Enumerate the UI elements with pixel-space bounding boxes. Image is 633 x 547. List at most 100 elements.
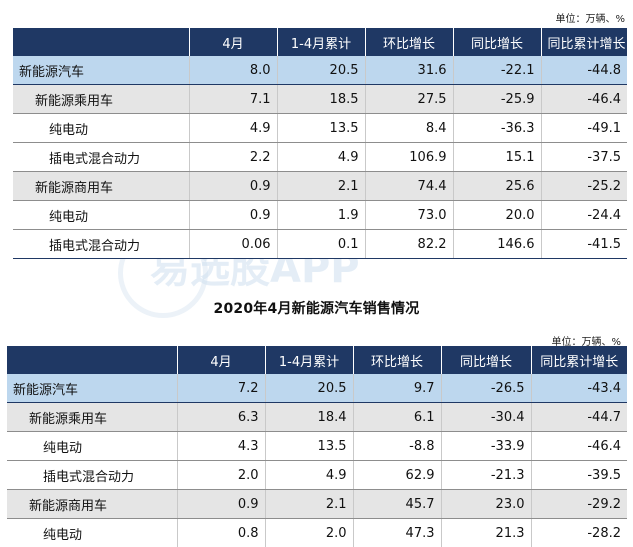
table-cell: 27.5	[365, 85, 453, 114]
table-cell: -39.5	[531, 461, 627, 490]
table-cell: 18.4	[265, 403, 353, 432]
header-cell: 1-4月累计	[277, 28, 365, 56]
header-cell: 同比累计增长	[541, 28, 627, 56]
table-cell: 106.9	[365, 143, 453, 172]
header-cell	[7, 346, 177, 374]
table-cell: 1.9	[277, 201, 365, 230]
table-cell: 45.7	[353, 490, 441, 519]
header-cell	[13, 28, 189, 56]
table-cell: 13.5	[277, 114, 365, 143]
row-label: 新能源汽车	[13, 56, 189, 85]
table-cell: -43.4	[531, 374, 627, 403]
header-cell: 环比增长	[353, 346, 441, 374]
table-cell: 9.7	[353, 374, 441, 403]
table-cell: 25.6	[453, 172, 541, 201]
table-cell: 2.1	[265, 490, 353, 519]
table-cell: 7.1	[189, 85, 277, 114]
row-label: 纯电动	[13, 114, 189, 143]
table-cell: -44.8	[541, 56, 627, 85]
table-cell: 0.8	[177, 519, 265, 547]
table-cell: -41.5	[541, 230, 627, 259]
table-cell: 18.5	[277, 85, 365, 114]
table-cell: -46.4	[541, 85, 627, 114]
table-cell: 82.2	[365, 230, 453, 259]
table-cell: -24.4	[541, 201, 627, 230]
header-cell: 4月	[177, 346, 265, 374]
table-header-row: 4月 1-4月累计 环比增长 同比增长 同比累计增长	[7, 346, 627, 374]
table-cell: 8.4	[365, 114, 453, 143]
header-cell: 环比增长	[365, 28, 453, 56]
table-cell: 4.9	[277, 143, 365, 172]
table-cell: 2.0	[265, 519, 353, 547]
table-cell: -26.5	[441, 374, 531, 403]
table-cell: 74.4	[365, 172, 453, 201]
header-cell: 1-4月累计	[265, 346, 353, 374]
table-cell: 0.9	[189, 201, 277, 230]
row-label: 新能源商用车	[7, 490, 177, 519]
table-cell: -49.1	[541, 114, 627, 143]
table-cell: 62.9	[353, 461, 441, 490]
table-cell: 20.5	[265, 374, 353, 403]
table-cell: -8.8	[353, 432, 441, 461]
row-label: 纯电动	[13, 201, 189, 230]
table-cell: -28.2	[531, 519, 627, 547]
header-cell: 同比增长	[441, 346, 531, 374]
table-cell: 31.6	[365, 56, 453, 85]
table-cell: -25.9	[453, 85, 541, 114]
table-cell: 47.3	[353, 519, 441, 547]
table-cell: -22.1	[453, 56, 541, 85]
table-cell: 4.9	[265, 461, 353, 490]
table-cell: -46.4	[531, 432, 627, 461]
unit-label-top: 单位：万辆、%	[555, 10, 625, 25]
table-cell: -33.9	[441, 432, 531, 461]
table-cell: 6.3	[177, 403, 265, 432]
table-cell: 0.1	[277, 230, 365, 259]
table-cell: 2.1	[277, 172, 365, 201]
table-cell: 4.9	[189, 114, 277, 143]
table-cell: 0.06	[189, 230, 277, 259]
row-label: 新能源商用车	[13, 172, 189, 201]
table-cell: 0.9	[189, 172, 277, 201]
table-cell: -44.7	[531, 403, 627, 432]
row-label: 插电式混合动力	[13, 143, 189, 172]
row-label: 新能源汽车	[7, 374, 177, 403]
table-cell: 0.9	[177, 490, 265, 519]
row-label: 纯电动	[7, 519, 177, 547]
row-label: 插电式混合动力	[13, 230, 189, 259]
table-cell: 20.5	[277, 56, 365, 85]
table-cell: 4.3	[177, 432, 265, 461]
table-cell: 146.6	[453, 230, 541, 259]
table-cell: 13.5	[265, 432, 353, 461]
row-label: 新能源乘用车	[7, 403, 177, 432]
table-cell: -36.3	[453, 114, 541, 143]
table-cell: 20.0	[453, 201, 541, 230]
table-cell: -21.3	[441, 461, 531, 490]
table-cell: -25.2	[541, 172, 627, 201]
row-label: 纯电动	[7, 432, 177, 461]
table-cell: 73.0	[365, 201, 453, 230]
row-label: 插电式混合动力	[7, 461, 177, 490]
table-cell: 6.1	[353, 403, 441, 432]
table-cell: 2.0	[177, 461, 265, 490]
row-label: 新能源乘用车	[13, 85, 189, 114]
table-cell: -37.5	[541, 143, 627, 172]
table-header-row: 4月 1-4月累计 环比增长 同比增长 同比累计增长	[13, 28, 627, 56]
table-cell: 7.2	[177, 374, 265, 403]
header-cell: 同比累计增长	[531, 346, 627, 374]
table-cell: -29.2	[531, 490, 627, 519]
table-cell: 21.3	[441, 519, 531, 547]
